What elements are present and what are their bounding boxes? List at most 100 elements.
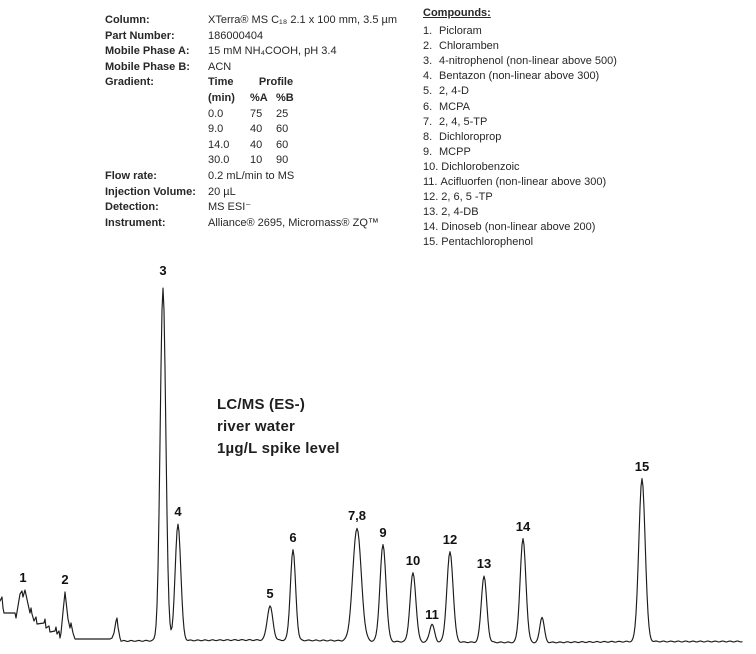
compounds-legend: Compounds: 1. Picloram 2. Chloramben 3. 4-n… (423, 6, 748, 251)
gradient-data-row: 9.0 40 60 (208, 122, 302, 138)
method-value: Alliance® 2695, Micromass® ZQ™ (208, 216, 379, 229)
compound-item: 10. Dichlorobenzoic (423, 160, 748, 175)
gradient-pct-a: 10 (250, 154, 263, 167)
compound-name: 4-nitrophenol (non-linear above 500) (439, 55, 617, 68)
compound-number: 12. (423, 191, 439, 204)
peak-label-3: 3 (159, 263, 166, 278)
gradient-label: Gradient: (105, 76, 154, 89)
peak-label-10: 10 (406, 553, 420, 568)
method-label: Mobile Phase B: (105, 60, 190, 73)
compound-name: MCPP (439, 145, 471, 158)
gradient-pct-a: 75 (250, 107, 263, 120)
compound-name: MCPA (439, 100, 470, 113)
gradient-pct-b: 60 (276, 138, 289, 151)
peak-label-11: 11 (425, 607, 439, 622)
method-value: 0.2 mL/min to MS (208, 169, 295, 182)
compound-item: 6. MCPA (423, 100, 748, 115)
method-row-mobile-phase-a: Mobile Phase A: 15 mM NH₄COOH, pH 3.4 (105, 44, 440, 60)
peak-label-5: 5 (266, 586, 273, 601)
annotation-line: river water (217, 418, 296, 435)
gradient-pct-a: 40 (250, 123, 263, 136)
method-row-mobile-phase-b: Mobile Phase B: ACN (105, 60, 440, 76)
method-row-injection-volume: Injection Volume: 20 µL (105, 185, 440, 201)
compound-number: 2. (423, 40, 433, 53)
gradient-pct-a-header: %A (250, 91, 268, 104)
gradient-pct-b: 90 (276, 154, 289, 167)
gradient-table: Time Profile (min) %A %B 0.0 75 25 9.0 4… (208, 75, 302, 169)
compound-item: 12. 2, 6, 5 -TP (423, 190, 748, 205)
chromatogram-trace (0, 287, 743, 644)
gradient-min-subheader: (min) (208, 91, 235, 104)
compound-item: 11. Acifluorfen (non-linear above 300) (423, 175, 748, 190)
peak-label-13: 13 (477, 556, 491, 571)
compound-name: 2, 4, 5-TP (439, 115, 488, 128)
peak-label-12: 12 (443, 532, 457, 547)
method-label: Part Number: (105, 29, 175, 42)
compound-number: 7. (423, 115, 433, 128)
compound-name: Dichlorobenzoic (441, 160, 520, 173)
gradient-time: 14.0 (208, 138, 230, 151)
peak-label-7-8: 7,8 (348, 508, 366, 523)
annotation-line: LC/MS (ES-) (217, 396, 306, 413)
compound-name: Chloramben (439, 40, 499, 53)
peak-label-15: 15 (635, 459, 649, 474)
compound-item: 3. 4-nitrophenol (non-linear above 500) (423, 54, 748, 69)
gradient-pct-a: 40 (250, 138, 263, 151)
peak-label-9: 9 (379, 525, 386, 540)
method-label: Mobile Phase A: (105, 45, 190, 58)
compound-name: Bentazon (non-linear above 300) (439, 70, 600, 83)
gradient-section: Gradient: Time Profile (min) %A %B 0.0 7… (105, 75, 440, 169)
compound-number: 11. (423, 176, 438, 189)
compound-item: 7. 2, 4, 5-TP (423, 115, 748, 130)
gradient-time: 30.0 (208, 154, 230, 167)
compound-name: Picloram (439, 25, 482, 38)
compound-item: 15. Pentachlorophenol (423, 235, 748, 250)
method-value: 186000404 (208, 29, 264, 42)
method-row-part-number: Part Number: 186000404 (105, 29, 440, 45)
peak-label-14: 14 (516, 519, 531, 534)
gradient-time: 0.0 (208, 107, 224, 120)
gradient-time-header: Time (208, 76, 234, 89)
compound-number: 9. (423, 145, 433, 158)
gradient-data-row: 14.0 40 60 (208, 138, 302, 154)
compound-name: 2, 4-D (439, 85, 469, 98)
peak-label-2: 2 (61, 572, 68, 587)
method-value: MS ESI⁻ (208, 201, 252, 214)
compound-item: 2. Chloramben (423, 39, 748, 54)
compound-item: 9. MCPP (423, 145, 748, 160)
method-row-column: Column: XTerra® MS C₁₈ 2.1 x 100 mm, 3.5… (105, 13, 440, 29)
gradient-header-row: Time Profile (208, 75, 302, 91)
gradient-pct-b: 60 (276, 123, 289, 136)
method-value: 15 mM NH₄COOH, pH 3.4 (208, 45, 337, 58)
gradient-pct-b: 25 (276, 107, 289, 120)
compound-item: 14. Dinoseb (non-linear above 200) (423, 220, 748, 235)
compound-number: 8. (423, 130, 433, 143)
method-label: Instrument: (105, 216, 166, 229)
compound-item: 5. 2, 4-D (423, 84, 748, 99)
compound-number: 3. (423, 55, 433, 68)
gradient-data-row: 30.0 10 90 (208, 153, 302, 169)
gradient-profile-header: Profile (258, 76, 294, 89)
compound-number: 4. (423, 70, 433, 83)
compound-number: 6. (423, 100, 433, 113)
gradient-subheader-row: (min) %A %B (208, 91, 302, 107)
compound-item: 13. 2, 4-DB (423, 205, 748, 220)
compound-item: 8. Dichloroprop (423, 130, 748, 145)
gradient-time: 9.0 (208, 123, 224, 136)
method-row-flow-rate: Flow rate: 0.2 mL/min to MS (105, 169, 440, 185)
compound-number: 15. (423, 236, 439, 249)
annotation-line: 1µg/L spike level (217, 440, 340, 457)
compound-name: 2, 4-DB (441, 206, 479, 219)
compounds-title: Compounds: (423, 7, 491, 19)
peak-label-1: 1 (19, 570, 26, 585)
method-value: 20 µL (208, 185, 236, 198)
method-row-instrument: Instrument: Alliance® 2695, Micromass® Z… (105, 216, 440, 232)
chromatogram-annotation: LC/MS (ES-) river water 1µg/L spike leve… (217, 394, 340, 460)
compound-number: 14. (423, 221, 439, 234)
method-value: ACN (208, 60, 232, 73)
compound-name: Acifluorfen (non-linear above 300) (440, 176, 607, 189)
compound-item: 1. Picloram (423, 24, 748, 39)
